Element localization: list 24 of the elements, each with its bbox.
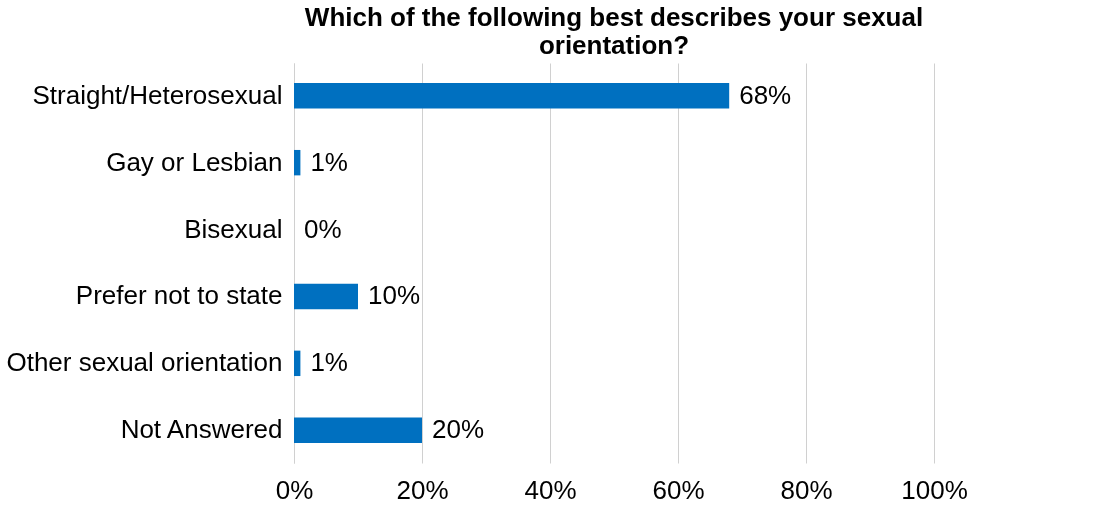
bar — [294, 350, 301, 377]
bar — [294, 283, 358, 310]
y-tick-label: Straight/Heterosexual — [32, 79, 283, 110]
x-tick-label: 0% — [275, 474, 314, 505]
bar — [294, 83, 730, 109]
x-tick-label: 60% — [652, 474, 705, 505]
data-label: 10% — [368, 280, 421, 311]
x-tick-label: 20% — [396, 474, 449, 505]
y-tick-label: Other sexual orientation — [6, 347, 283, 378]
x-tick-label: 40% — [524, 474, 577, 505]
data-label: 0% — [304, 213, 342, 244]
y-tick-label: Not Answered — [120, 414, 283, 445]
bar — [294, 149, 301, 176]
y-tick-label: Gay or Lesbian — [106, 146, 283, 177]
data-label: 1% — [310, 146, 348, 177]
data-label: 68% — [739, 79, 792, 110]
bar — [294, 417, 422, 443]
chart-title: Which of the following best describes your sexual orientation? — [304, 2, 924, 60]
x-tick-label: 100% — [901, 474, 968, 505]
data-label: 1% — [310, 347, 348, 378]
x-tick-label: 80% — [780, 474, 833, 505]
y-tick-label: Bisexual — [184, 213, 283, 244]
y-tick-label: Prefer not to state — [75, 280, 283, 311]
data-label: 20% — [432, 414, 485, 445]
